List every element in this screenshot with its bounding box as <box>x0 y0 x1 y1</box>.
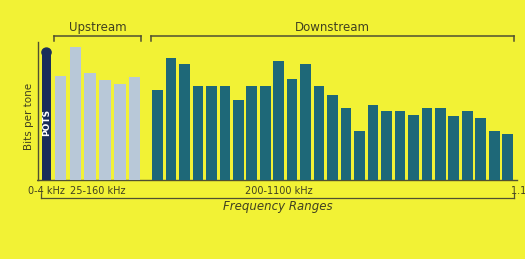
Bar <box>179 64 190 180</box>
Text: POTS: POTS <box>42 109 51 136</box>
Bar <box>476 118 486 180</box>
Bar <box>129 77 141 180</box>
Bar <box>260 86 270 180</box>
Bar <box>395 111 405 180</box>
Bar <box>70 47 81 180</box>
Bar <box>152 90 163 180</box>
Bar <box>408 115 419 180</box>
Text: 1.1 MHz: 1.1 MHz <box>511 186 525 196</box>
Bar <box>502 134 513 180</box>
Bar <box>99 80 111 180</box>
Ellipse shape <box>42 48 51 57</box>
Bar <box>381 111 392 180</box>
Bar <box>219 86 230 180</box>
Text: 200-1100 kHz: 200-1100 kHz <box>245 186 312 196</box>
Bar <box>166 58 176 180</box>
Bar <box>368 105 379 180</box>
Bar <box>274 61 284 180</box>
Text: 25-160 kHz: 25-160 kHz <box>70 186 125 196</box>
Bar <box>114 84 125 180</box>
Bar <box>422 108 432 180</box>
Text: Bits per tone: Bits per tone <box>25 83 35 150</box>
Bar <box>193 86 203 180</box>
Bar <box>354 131 365 180</box>
Bar <box>42 52 51 180</box>
Bar <box>300 64 311 180</box>
Bar <box>341 108 351 180</box>
Text: Downstream: Downstream <box>295 21 370 34</box>
Bar <box>435 108 446 180</box>
Bar <box>327 95 338 180</box>
Bar <box>246 86 257 180</box>
Bar <box>462 111 472 180</box>
Bar <box>448 116 459 180</box>
Text: Frequency Ranges: Frequency Ranges <box>223 200 332 213</box>
Bar <box>287 78 298 180</box>
Text: Upstream: Upstream <box>69 21 127 34</box>
Bar <box>489 131 499 180</box>
Bar <box>233 100 244 180</box>
Bar <box>55 76 66 180</box>
Bar <box>206 86 217 180</box>
Text: 0-4 kHz: 0-4 kHz <box>28 186 65 196</box>
Bar <box>85 73 96 180</box>
Bar <box>314 86 324 180</box>
